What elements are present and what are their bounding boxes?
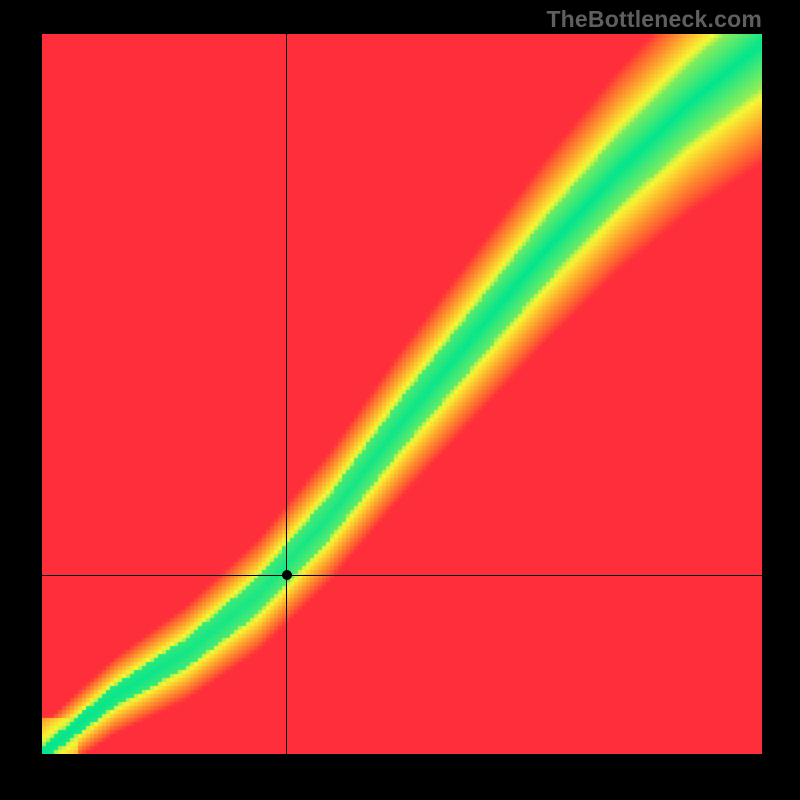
heatmap-canvas — [42, 34, 762, 754]
watermark-text: TheBottleneck.com — [546, 6, 762, 33]
crosshair-horizontal — [42, 575, 762, 576]
marker-dot — [282, 570, 292, 580]
crosshair-vertical — [286, 34, 287, 754]
heatmap-plot — [42, 34, 762, 754]
